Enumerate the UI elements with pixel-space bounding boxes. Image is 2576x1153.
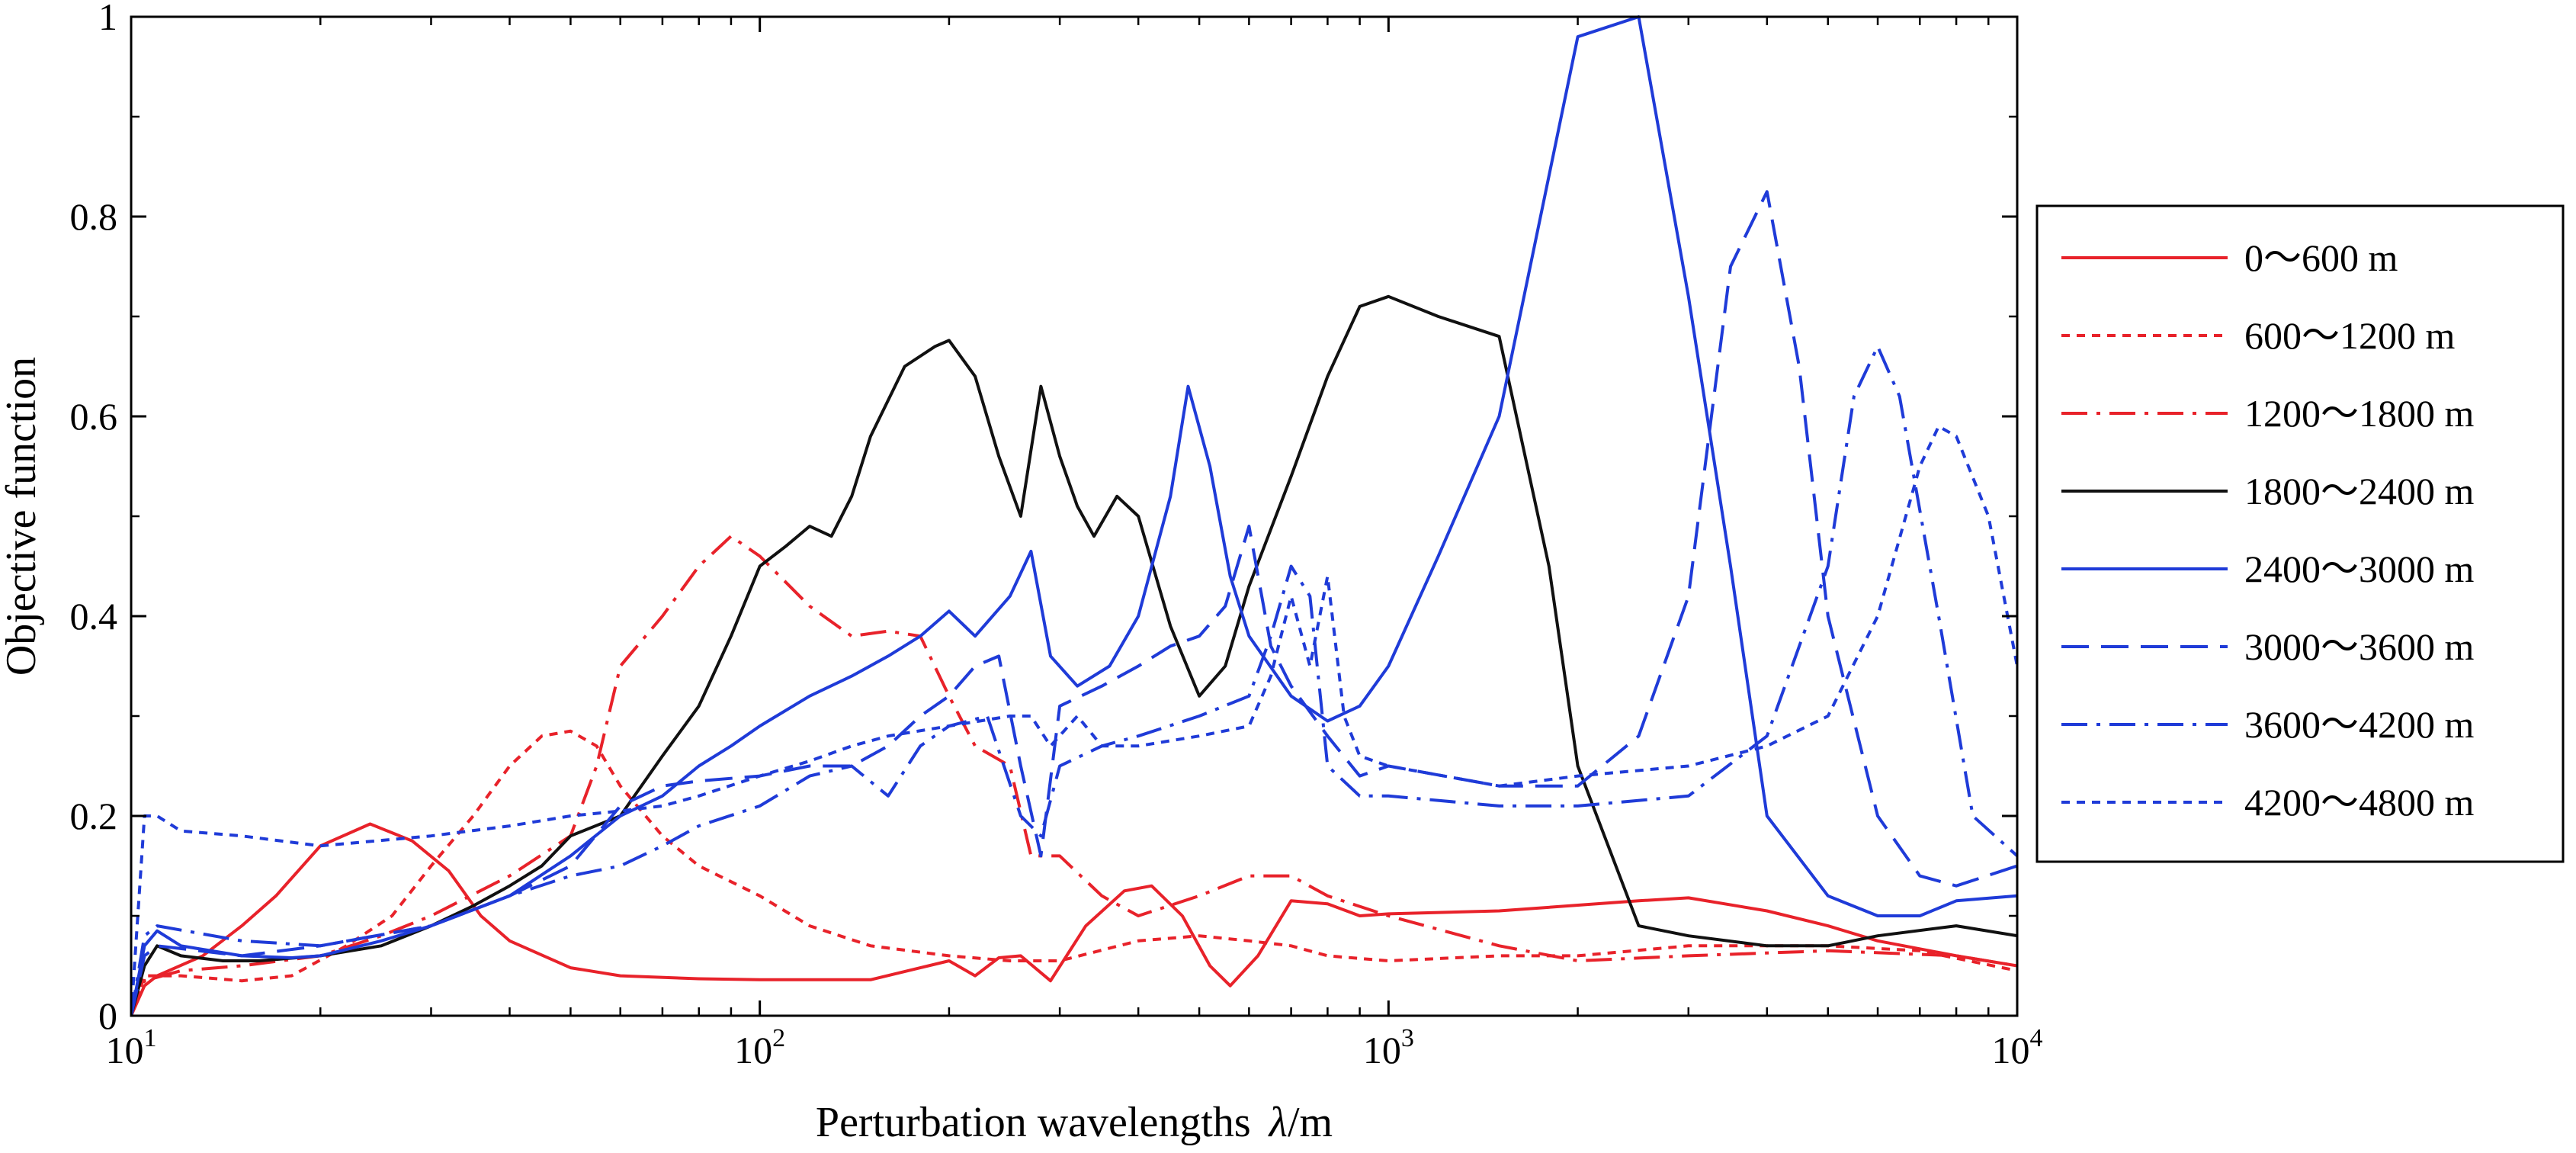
y-tick-label: 0.2 <box>70 795 118 837</box>
x-tick-label: 104 <box>1992 1024 2043 1071</box>
legend-label-7: 3600～4200 m <box>2244 703 2475 746</box>
x-axis-title: Perturbation wavelengths λ/m <box>816 1099 1333 1146</box>
x-tick-label: 102 <box>734 1024 785 1071</box>
legend-label-8: 4200～4800 m <box>2244 781 2475 824</box>
x-tick-label: 103 <box>1363 1024 1414 1071</box>
series-line-2 <box>131 729 2017 1016</box>
series-layer <box>131 15 2017 1016</box>
y-axis-title: Objective function <box>0 357 45 676</box>
y-tick-label: 0.6 <box>70 395 118 438</box>
legend-box <box>2035 204 2565 863</box>
x-axis-title-text: Perturbation wavelengths <box>816 1099 1251 1146</box>
series-line-7 <box>131 345 2017 1016</box>
series-line-1 <box>131 822 2017 1016</box>
series-line-6 <box>131 190 2017 1016</box>
legend-label-4: 1800～2400 m <box>2244 470 2475 512</box>
x-axis-unit: /m <box>1288 1099 1333 1146</box>
legend-label-2: 600～1200 m <box>2244 314 2456 357</box>
y-tick-label: 0.8 <box>70 195 118 238</box>
legend-label-3: 1200～1800 m <box>2244 392 2475 435</box>
legend-label-5: 2400～3000 m <box>2244 548 2475 590</box>
y-tick-label: 0 <box>98 994 117 1037</box>
x-tick-label: 101 <box>106 1024 157 1071</box>
series-line-8 <box>131 425 2017 1016</box>
legend-label-1: 0～600 m <box>2244 236 2398 279</box>
y-tick-label: 1 <box>98 0 117 38</box>
x-axis-symbol: λ <box>1268 1099 1288 1146</box>
y-tick-label: 0.4 <box>70 595 118 638</box>
tick-layer: 0 0.2 0.4 0.6 0.8 1 101 102 103 104 <box>70 0 2043 1071</box>
legend: 0～600 m 600～1200 m 1200～1800 m 1800～2400 m 2… <box>2035 204 2565 863</box>
legend-label-6: 3000～3600 m <box>2244 625 2475 668</box>
